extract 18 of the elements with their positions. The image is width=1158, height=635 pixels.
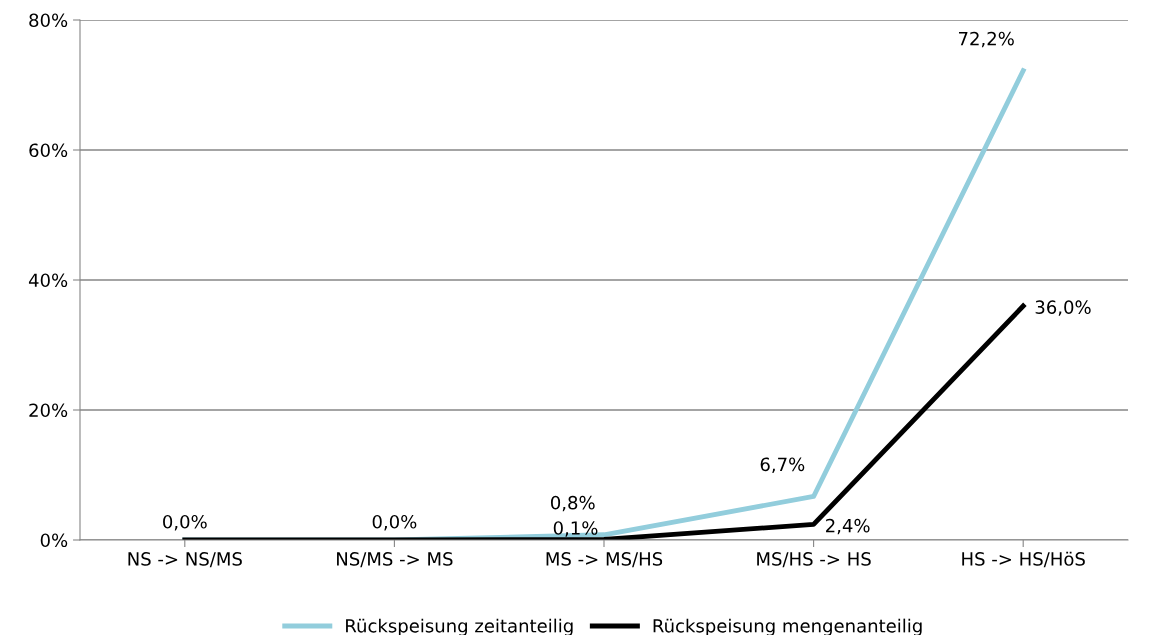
- data-label: 6,7%: [760, 457, 805, 473]
- y-tick-label: 0%: [40, 533, 68, 548]
- data-label: 0,0%: [372, 514, 417, 531]
- y-tick-label: 80%: [29, 13, 68, 28]
- data-label: 0,1%: [553, 521, 598, 537]
- x-tick-label: NS -> NS/MS: [128, 552, 242, 568]
- data-label: 2,4%: [826, 518, 870, 535]
- x-tick-label: MS/HS -> HS: [757, 552, 871, 568]
- y-tick-label: 60%: [29, 143, 68, 158]
- x-tick-label: HS -> HS/HöS: [962, 551, 1085, 568]
- data-label: 0,0%: [163, 514, 207, 531]
- y-tick-label: 20%: [29, 403, 68, 418]
- data-label: 36,0%: [1035, 300, 1091, 316]
- x-tick-label: MS -> MS/HS: [546, 552, 663, 568]
- x-tick-label: NS/MS -> MS: [337, 552, 453, 568]
- y-tick-label: 40%: [28, 273, 68, 288]
- data-label: 72,2%: [958, 31, 1014, 48]
- data-label: 0,8%: [550, 495, 595, 512]
